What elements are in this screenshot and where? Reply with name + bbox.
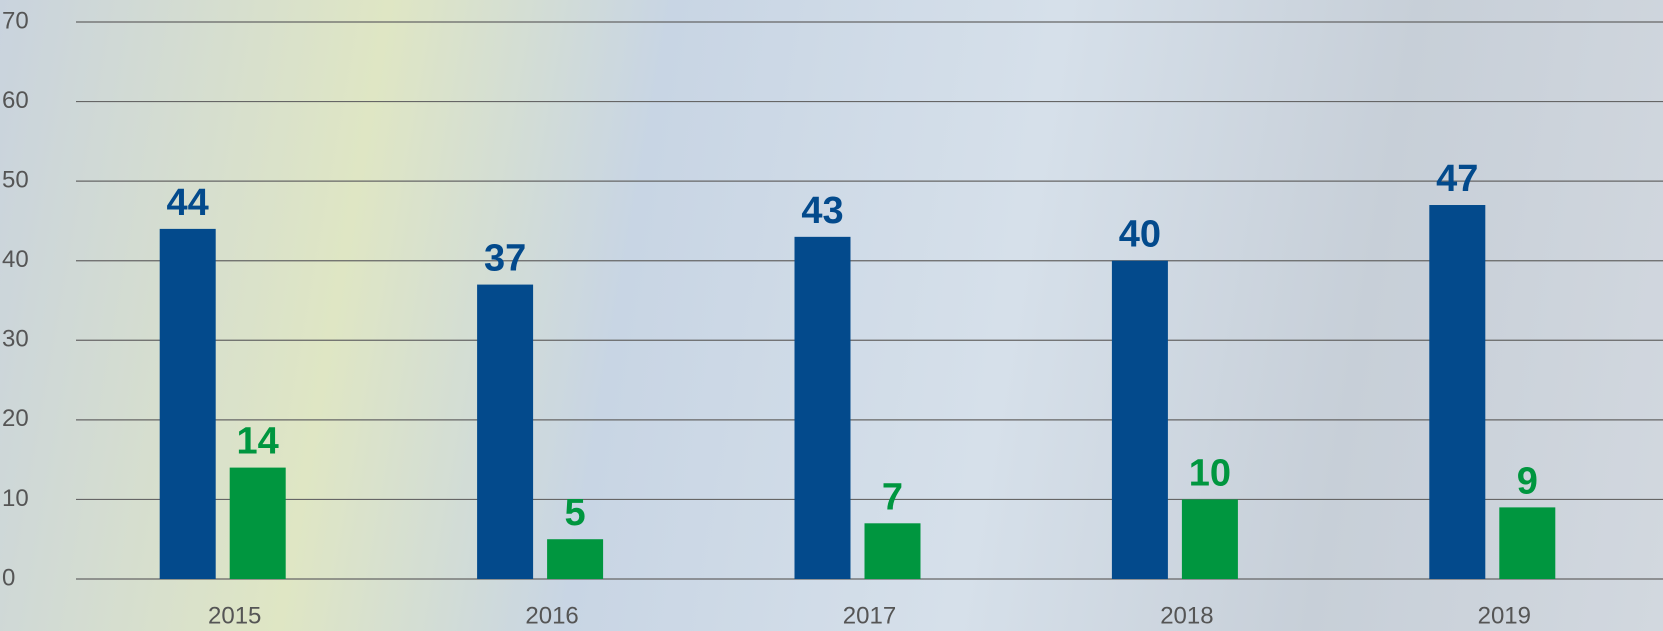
value-label: 14 [237, 421, 279, 463]
bar [864, 523, 921, 579]
x-tick-label: 2015 [208, 602, 261, 629]
y-tick-label: 30 [2, 326, 29, 353]
x-tick-label: 2017 [843, 602, 896, 629]
value-label: 5 [565, 492, 586, 534]
bar [547, 539, 604, 579]
value-label: 44 [167, 182, 209, 224]
value-label: 9 [1517, 460, 1538, 502]
bar [794, 236, 851, 580]
bar [477, 284, 534, 579]
y-tick-label: 50 [2, 166, 29, 193]
bar [1181, 499, 1238, 579]
value-label: 43 [801, 190, 843, 232]
value-label: 47 [1436, 158, 1478, 200]
bar [229, 467, 286, 579]
x-tick-label: 2016 [525, 602, 578, 629]
bar [1499, 507, 1556, 579]
bar [1429, 205, 1486, 579]
value-label: 10 [1189, 452, 1231, 494]
y-tick-label: 20 [2, 405, 29, 432]
y-tick-label: 40 [2, 246, 29, 273]
bar [159, 228, 216, 579]
y-tick-label: 10 [2, 485, 29, 512]
value-label: 7 [882, 476, 903, 518]
y-tick-label: 70 [2, 7, 29, 34]
bar [1111, 260, 1168, 579]
y-tick-label: 60 [2, 87, 29, 114]
value-label: 37 [484, 238, 526, 280]
x-tick-label: 2019 [1478, 602, 1531, 629]
value-label: 40 [1119, 214, 1161, 256]
y-tick-label: 0 [2, 564, 15, 591]
x-tick-label: 2018 [1160, 602, 1213, 629]
